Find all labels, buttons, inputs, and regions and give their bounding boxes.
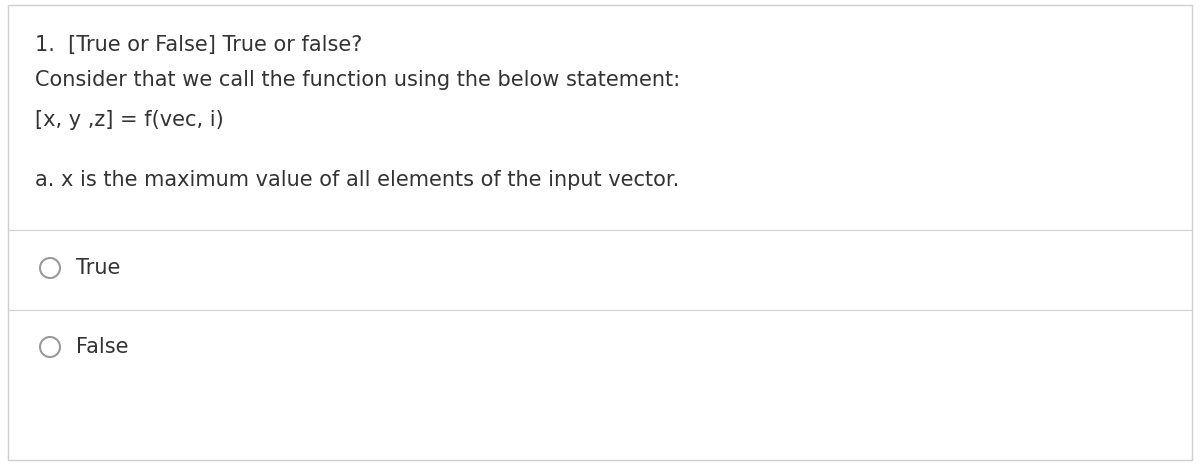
Text: True: True [76,258,120,278]
Text: a. x is the maximum value of all elements of the input vector.: a. x is the maximum value of all element… [35,170,679,190]
Text: [x, y ,z] = f(vec, i): [x, y ,z] = f(vec, i) [35,110,223,130]
Text: Consider that we call the function using the below statement:: Consider that we call the function using… [35,70,680,90]
Text: False: False [76,337,128,357]
Text: 1.  [True or False] True or false?: 1. [True or False] True or false? [35,35,362,55]
FancyBboxPatch shape [8,5,1192,460]
